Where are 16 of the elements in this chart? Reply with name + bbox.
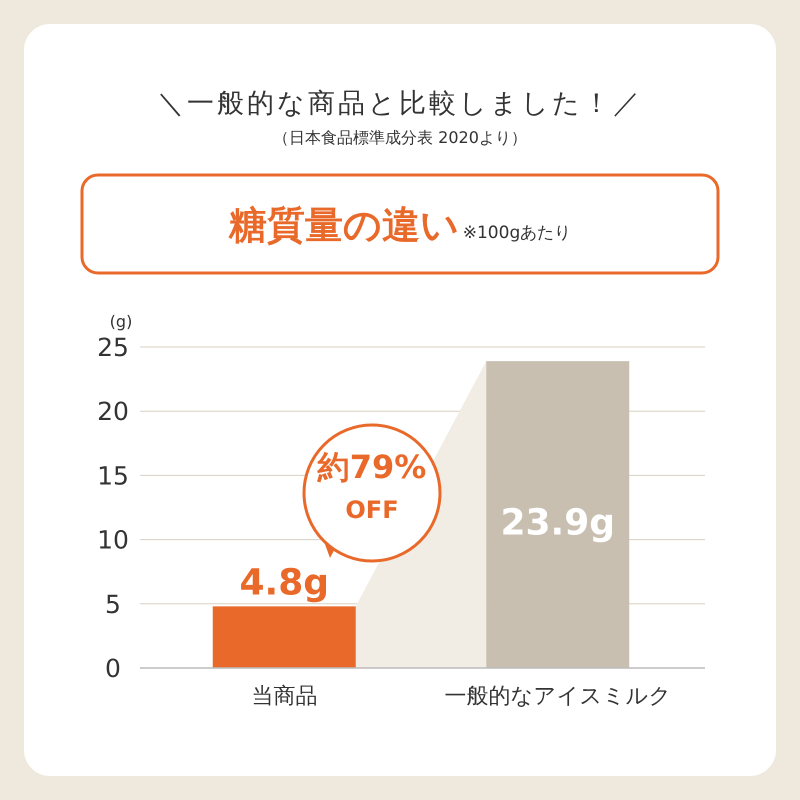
y-tick-label: 0: [105, 654, 121, 683]
y-axis-title: (g): [110, 312, 132, 331]
chart-subtitle: （日本食品標準成分表 2020より）: [273, 128, 527, 147]
text: ※100gあたり: [462, 223, 572, 243]
text: 糖質量の違い: [228, 203, 459, 247]
y-tick-label: 20: [97, 397, 129, 426]
data-label: 4.8g: [239, 562, 330, 604]
data-label: 23.9g: [500, 502, 616, 544]
y-tick-label: 5: [105, 590, 121, 619]
annotation: 約79% OFF: [316, 448, 426, 524]
y-tick-label: 25: [97, 333, 129, 362]
y-tick-label: 15: [97, 461, 129, 490]
y-tick-label: 10: [97, 526, 129, 555]
chart-title: ＼一般的な商品と比較しました！／: [157, 88, 643, 119]
x-tick-label: 一般的なアイスミルク: [444, 684, 672, 709]
x-tick-label: 当商品: [251, 684, 318, 709]
